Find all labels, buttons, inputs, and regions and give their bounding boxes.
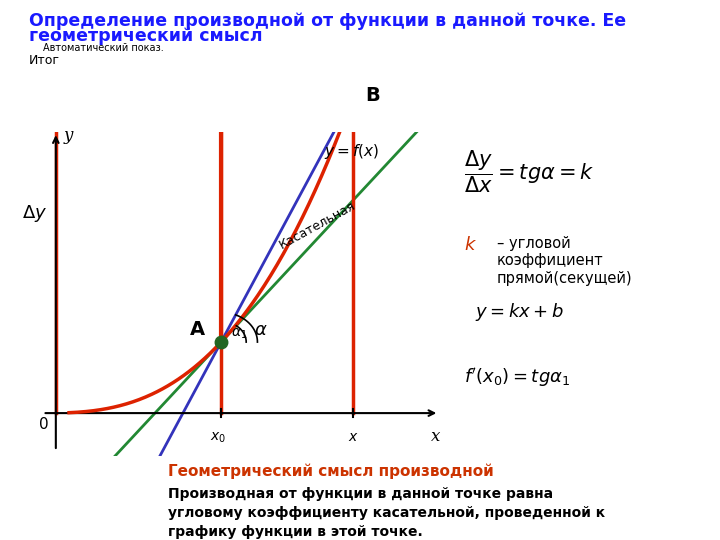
Text: $\alpha_1$: $\alpha_1$ [231, 327, 248, 341]
Text: $y = kx + b$: $y = kx + b$ [475, 301, 564, 323]
Text: $x$: $x$ [348, 430, 359, 444]
Text: ▲: ▲ [670, 510, 685, 528]
Text: 0: 0 [39, 417, 49, 433]
Text: Производная от функции в данной точке равна: Производная от функции в данной точке ра… [168, 487, 553, 501]
Text: $f'(x_0) = tg\alpha_1$: $f'(x_0) = tg\alpha_1$ [464, 366, 571, 389]
Text: B: B [365, 86, 380, 105]
Text: y: y [64, 126, 73, 144]
Text: Автоматический показ.: Автоматический показ. [43, 43, 164, 53]
Text: $x_0$: $x_0$ [210, 430, 226, 445]
Text: A: A [190, 320, 205, 340]
Text: Геометрический смысл производной: Геометрический смысл производной [168, 464, 494, 479]
Text: Итог: Итог [29, 54, 60, 67]
Text: графику функции в этой точке.: графику функции в этой точке. [168, 525, 423, 539]
Text: Касательная: Касательная [276, 199, 358, 252]
Text: – угловой
коэффициент
прямой(секущей): – угловой коэффициент прямой(секущей) [497, 236, 632, 286]
Text: угловому коэффициенту касательной, проведенной к: угловому коэффициенту касательной, прове… [168, 506, 606, 520]
Text: $\dfrac{\Delta y}{\Delta x} = tg\alpha = k$: $\dfrac{\Delta y}{\Delta x} = tg\alpha =… [464, 148, 595, 195]
Text: Определение производной от функции в данной точке. Ее: Определение производной от функции в дан… [29, 12, 626, 30]
Text: $\alpha$: $\alpha$ [254, 321, 268, 339]
Text: геометрический смысл: геометрический смысл [29, 27, 262, 45]
Text: $y = f(x)$: $y = f(x)$ [323, 142, 379, 161]
Text: x: x [431, 428, 441, 445]
Text: $k$: $k$ [464, 236, 477, 254]
Text: $\Delta y$: $\Delta y$ [22, 203, 48, 224]
